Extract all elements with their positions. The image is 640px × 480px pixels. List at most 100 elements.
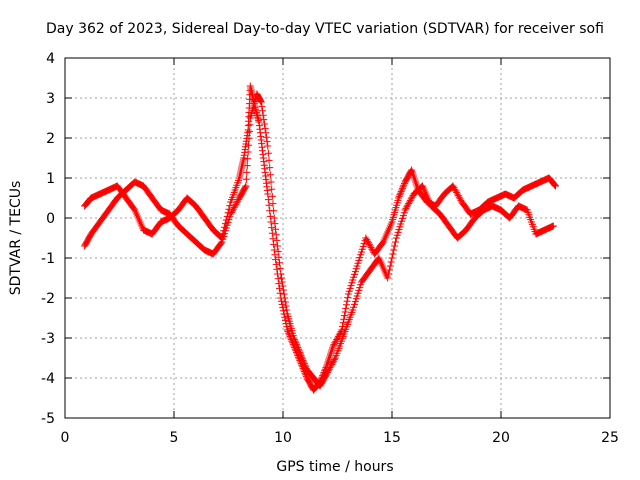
data-point-interp	[456, 195, 464, 203]
data-point-interp	[266, 212, 274, 220]
data-point-interp	[274, 242, 282, 250]
y-tick-label: -3	[41, 331, 55, 347]
grid	[65, 58, 610, 418]
data-point-interp	[300, 358, 308, 366]
data-point-interp	[389, 250, 397, 258]
data-point-interp	[272, 225, 280, 233]
data-point-interp	[232, 200, 240, 208]
y-axis-label: SDTVAR / TECUs	[8, 181, 24, 296]
data-point-interp	[280, 290, 288, 298]
data-point-interp	[273, 265, 281, 273]
data-point-interp	[342, 304, 350, 312]
data-point-interp	[260, 116, 268, 124]
y-tick-label: 1	[46, 171, 55, 187]
data-point-interp	[271, 220, 279, 228]
data-point-interp	[261, 124, 269, 132]
data-point-interp	[396, 191, 404, 199]
data-point	[242, 182, 250, 190]
data-point-interp	[331, 339, 339, 347]
data-point-interp	[279, 307, 287, 315]
data-point-interp	[281, 316, 289, 324]
y-tick-label: 2	[46, 131, 55, 147]
data-point-interp	[336, 329, 344, 337]
data-point-interp	[267, 218, 275, 226]
data-point-interp	[329, 359, 337, 367]
data-point-interp	[233, 199, 241, 207]
data-point-interp	[243, 168, 251, 176]
data-point-interp	[404, 201, 412, 209]
data-point-interp	[268, 192, 276, 200]
data-point-interp	[283, 323, 291, 331]
data-point-interp	[391, 238, 399, 246]
data-point	[323, 370, 331, 378]
data-point-interp	[453, 188, 461, 196]
data-point-interp	[408, 193, 416, 201]
data-point-interp	[367, 244, 375, 252]
data-point-interp	[387, 258, 395, 266]
x-tick-label: 0	[61, 430, 70, 446]
data-point-interp	[297, 352, 305, 360]
data-point-interp	[228, 207, 236, 215]
data-point	[227, 210, 235, 218]
data-point-interp	[279, 304, 287, 312]
data-point-interp	[386, 262, 394, 270]
data-point-interp	[294, 345, 302, 353]
data-point-interp	[450, 184, 458, 192]
data-point-interp	[294, 344, 302, 352]
data-point-interp	[265, 156, 273, 164]
data-point-interp	[269, 200, 277, 208]
data-point-interp	[264, 149, 272, 157]
data-point-interp	[245, 128, 253, 136]
data-point-interp	[268, 229, 276, 237]
data-point-interp	[277, 274, 285, 282]
data-point-interp	[301, 361, 309, 369]
data-point-interp	[364, 239, 372, 247]
data-point-interp	[407, 195, 415, 203]
data-point	[329, 342, 337, 350]
data-point-interp	[334, 334, 341, 342]
data-point-interp	[333, 336, 341, 344]
data-point-interp	[323, 368, 331, 376]
y-tick-label: 3	[46, 91, 55, 107]
data-point-interp	[325, 365, 333, 373]
data-point-interp	[298, 353, 306, 361]
data-point-interp	[327, 362, 335, 370]
data-point	[549, 222, 557, 230]
data-point	[277, 270, 285, 278]
data-point-interp	[130, 205, 138, 213]
data-point-interp	[324, 367, 332, 375]
plot-frame	[64, 57, 611, 419]
data-point-interp	[330, 356, 338, 364]
data-point-interp	[452, 187, 460, 195]
data-point-interp	[406, 196, 414, 204]
data-point-interp	[330, 357, 338, 365]
data-point-interp	[258, 102, 266, 110]
axis-ticks: 0 5 10 15 20 25 -5 -4 -3 -2 -1 0 1 2 3 4	[41, 51, 619, 446]
data-point-interp	[273, 236, 281, 244]
data-point-interp	[231, 202, 239, 210]
data-point-interp	[293, 340, 301, 348]
data-point	[283, 326, 291, 334]
data-point-interp	[378, 239, 386, 247]
data-point	[290, 334, 298, 342]
data-point-interp	[229, 205, 237, 213]
data-point-interp	[454, 192, 462, 200]
data-point-interp	[328, 360, 336, 368]
data-point-interp	[276, 289, 284, 297]
data-point-interp	[344, 294, 352, 302]
data-point-interp	[390, 246, 398, 254]
data-point-interp	[403, 203, 411, 211]
x-axis-label: GPS time / hours	[276, 459, 393, 475]
data-point-interp	[262, 133, 270, 141]
data-point-interp	[397, 188, 405, 196]
data-point-interp	[550, 180, 558, 188]
data-point-interp	[274, 248, 282, 256]
data-point-interp	[242, 175, 250, 183]
x-tick-label: 20	[492, 430, 510, 446]
data-point-interp	[295, 347, 303, 355]
data-point	[449, 182, 457, 190]
data-point-interp	[274, 275, 282, 283]
data-point-interp	[342, 301, 350, 309]
data-point-interp	[330, 340, 338, 348]
